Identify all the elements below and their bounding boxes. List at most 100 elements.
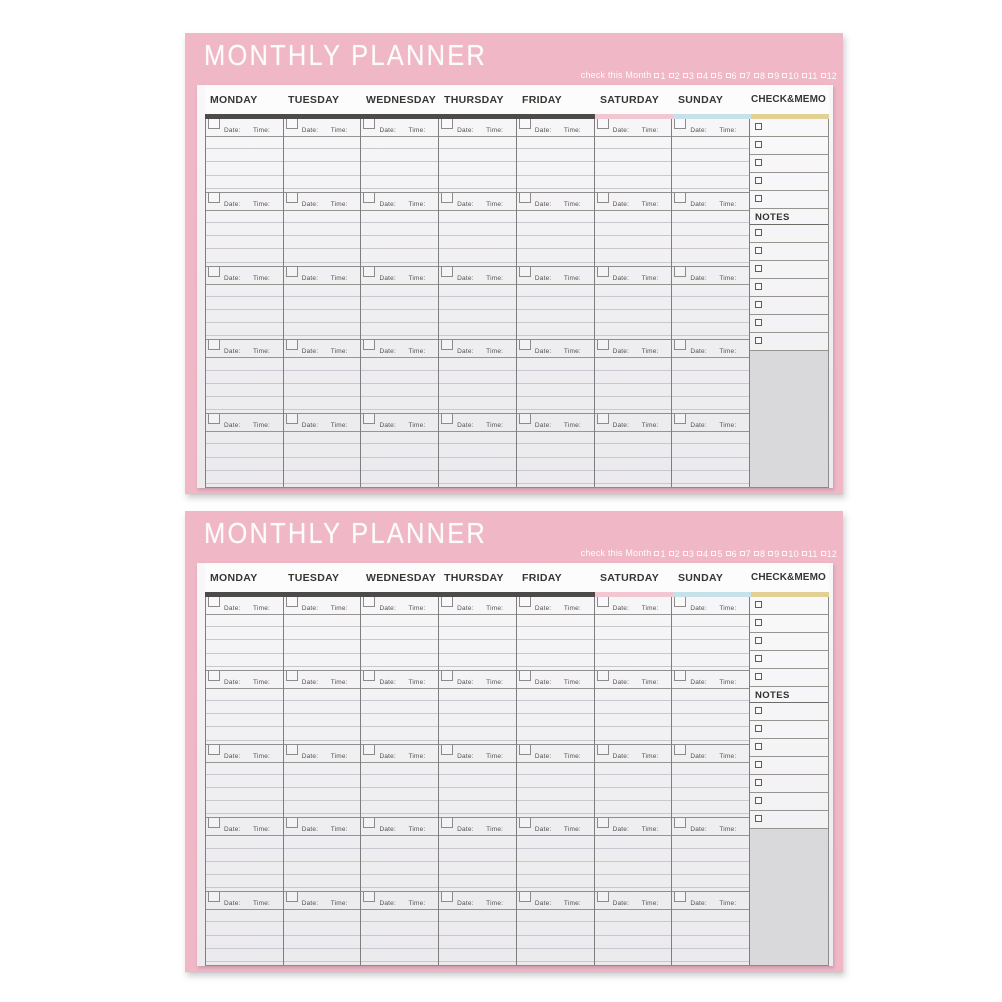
ruled-line — [206, 149, 283, 163]
corner-tab-icon — [674, 892, 687, 903]
ruled-line — [594, 310, 672, 324]
corner-tab-icon — [441, 818, 454, 829]
ruled-line — [206, 614, 283, 628]
day-cell: Date: Time: — [206, 597, 283, 671]
ruled-lines — [283, 136, 361, 189]
corner-tab-icon — [441, 119, 454, 129]
month-number: 9 — [774, 70, 780, 81]
day-column-monday: Date: Time: Date: Time: Date: Time: Date: Time:… — [206, 597, 284, 965]
cell-header: Date: Time: — [672, 119, 750, 137]
ruled-line — [439, 627, 516, 641]
ruled-line — [439, 284, 516, 297]
cell-header: Date: Time: — [594, 892, 672, 911]
ruled-line — [594, 788, 672, 802]
ruled-line — [206, 297, 283, 310]
date-label: Date: — [612, 127, 630, 134]
month-checkbox-11: 11 — [801, 549, 818, 559]
cell-header: Date: Time: — [283, 192, 361, 211]
day-cell: Date: Time: — [516, 892, 594, 965]
checkbox-icon — [682, 73, 688, 78]
corner-tab-icon — [596, 414, 609, 425]
day-cell: Date: Time: — [206, 340, 283, 415]
day-cell: Date: Time: — [361, 414, 439, 487]
month-number: 4 — [703, 70, 709, 81]
ruled-lines — [439, 762, 516, 815]
ruled-line — [516, 176, 594, 189]
ruled-line — [516, 849, 594, 862]
ruled-line — [206, 284, 283, 297]
day-cell: Date: Time: — [516, 670, 594, 745]
ruled-line — [439, 471, 516, 484]
weekday-label-monday: MONDAY — [210, 93, 258, 106]
ruled-line — [672, 936, 750, 949]
day-cell: Date: Time: — [594, 818, 672, 893]
ruled-lines — [672, 688, 750, 741]
date-label: Date: — [379, 752, 396, 760]
ruled-line — [594, 654, 672, 667]
time-label: Time: — [486, 752, 504, 760]
cell-header: Date: Time: — [283, 597, 361, 615]
ruled-line — [206, 949, 283, 962]
checkbox-icon — [755, 655, 762, 662]
ruled-lines — [516, 136, 594, 189]
accent-weekdays-bar — [205, 592, 595, 597]
ruled-lines — [283, 431, 361, 484]
ruled-line — [516, 249, 594, 263]
ruled-line — [439, 371, 516, 384]
day-cell: Date: Time: — [283, 119, 361, 193]
ruled-line — [283, 922, 361, 936]
time-label: Time: — [408, 900, 426, 908]
time-label: Time: — [719, 274, 737, 282]
day-cell: Date: Time: — [206, 119, 283, 193]
time-label: Time: — [253, 422, 271, 430]
ruled-line — [672, 210, 750, 223]
ruled-line — [361, 714, 439, 728]
ruled-line — [516, 727, 594, 741]
day-cell: Date: Time: — [594, 266, 672, 341]
time-label: Time: — [408, 200, 426, 208]
ruled-line — [283, 136, 361, 150]
ruled-line — [206, 762, 283, 775]
ruled-line — [594, 875, 672, 889]
month-number: 11 — [807, 70, 818, 81]
ruled-line — [283, 249, 361, 263]
ruled-line — [439, 775, 516, 788]
day-cell: Date: Time: — [439, 670, 516, 745]
ruled-line — [283, 310, 361, 324]
checkbox-icon — [755, 725, 762, 732]
time-label: Time: — [486, 605, 504, 612]
ruled-line — [361, 384, 439, 397]
month-checkboxes: 1 2 3 4 5 6 7 8 9 10 11 12 — [651, 70, 837, 81]
ruled-line — [206, 727, 283, 741]
ruled-line — [206, 136, 283, 150]
corner-tab-icon — [674, 670, 687, 681]
ruled-lines — [361, 431, 439, 484]
ruled-line — [361, 431, 439, 445]
checkbox-icon — [697, 73, 703, 78]
ruled-line — [439, 357, 516, 371]
corner-tab-icon — [596, 340, 609, 351]
day-cell: Date: Time: — [206, 818, 283, 893]
ruled-line — [283, 223, 361, 237]
ruled-lines — [361, 688, 439, 741]
ruled-lines — [361, 909, 439, 962]
date-label: Date: — [612, 678, 630, 686]
ruled-line — [672, 627, 750, 641]
checkbox-icon — [668, 551, 674, 556]
day-column-thursday: Date: Time: Date: Time: Date: Time: Date: Time:… — [439, 597, 517, 965]
month-checkbox-12: 12 — [820, 549, 837, 559]
month-number: 6 — [731, 70, 737, 81]
ruled-line — [361, 357, 439, 371]
ruled-line — [594, 223, 672, 237]
cell-header: Date: Time: — [672, 892, 750, 911]
ruled-line — [439, 909, 516, 923]
cell-header: Date: Time: — [439, 744, 516, 763]
ruled-line — [594, 162, 672, 176]
ruled-line — [594, 297, 672, 310]
checkbox-icon — [753, 73, 759, 78]
date-label: Date: — [224, 200, 241, 208]
ruled-line — [206, 310, 283, 324]
ruled-line — [516, 627, 594, 641]
time-label: Time: — [330, 826, 348, 834]
ruled-line — [206, 862, 283, 875]
